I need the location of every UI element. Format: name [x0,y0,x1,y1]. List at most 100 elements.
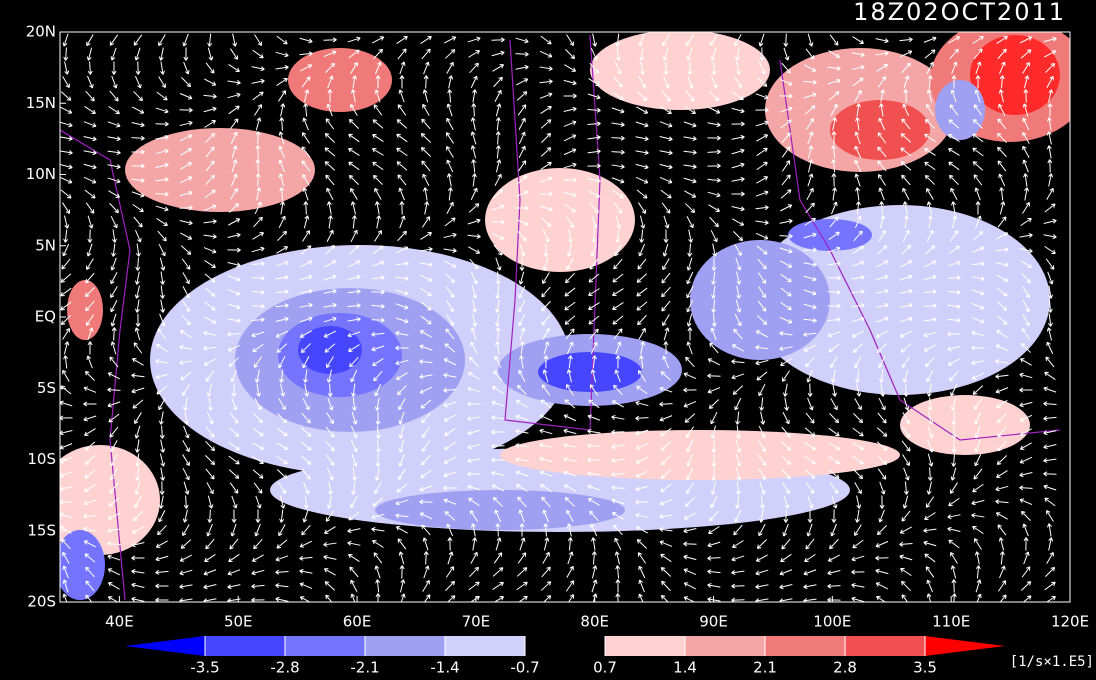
wind-arrow [494,355,502,369]
wind-arrow [421,412,431,424]
wind-arrow [684,413,696,423]
wind-arrow [661,272,671,284]
wind-arrow [851,596,865,602]
wind-arrow [86,47,93,61]
wind-arrow [372,245,384,255]
wind-arrow [399,215,406,229]
wind-arrow [852,427,864,437]
wind-arrow [302,355,310,369]
wind-arrow [635,121,649,128]
wind-arrow [371,317,385,323]
wind-arrow [111,61,117,75]
wind-arrow [299,51,313,57]
wind-arrow [974,187,981,201]
wind-arrow [157,328,167,340]
wind-arrow [590,47,598,61]
wind-arrow [996,301,1008,311]
wind-arrow [972,35,984,45]
wind-arrow [398,439,405,453]
wind-arrow [1019,232,1033,238]
wind-arrow [971,513,985,518]
wind-arrow [975,75,981,89]
wind-arrow [62,76,70,89]
wind-arrow [109,34,119,46]
wind-arrow [758,440,767,452]
wind-arrow [948,148,960,156]
wind-arrow [542,229,550,243]
wind-arrow [779,247,793,254]
wind-arrow [371,148,384,156]
wind-arrow [807,173,814,187]
wind-arrow [542,257,549,271]
wind-arrow [756,77,768,87]
wind-arrow [995,512,1008,520]
wind-arrow [732,91,744,101]
wind-arrow [419,386,433,394]
wind-arrow [829,538,839,550]
wind-arrow [203,569,217,576]
wind-arrow [275,583,289,589]
wind-arrow [350,496,358,509]
x-tick-label: 40E [105,613,134,631]
wind-arrow [467,443,481,450]
wind-arrow [686,216,694,229]
wind-arrow [828,427,840,437]
wind-arrow [1043,234,1057,240]
wind-arrow [62,579,69,593]
wind-arrow [975,579,982,593]
wind-arrow [827,303,841,309]
wind-arrow [276,539,288,549]
colorbar-label: 2.1 [753,659,777,677]
wind-arrow [300,343,311,354]
wind-arrow [661,90,671,102]
wind-arrow [467,484,481,491]
wind-arrow [85,580,95,592]
wind-arrow [1022,131,1030,144]
wind-arrow [563,79,577,86]
wind-arrow [180,232,193,240]
wind-arrow [179,220,193,226]
wind-arrow [1044,581,1056,591]
wind-arrow [277,413,288,424]
wind-arrow [1022,159,1029,173]
wind-arrow [567,537,573,551]
wind-arrow [108,190,121,198]
wind-arrow [443,471,457,478]
wind-arrow [903,383,909,397]
wind-arrow [275,316,289,323]
wind-arrow [420,133,432,143]
wind-arrow [587,471,601,477]
wind-arrow [350,201,356,215]
wind-arrow [611,400,624,408]
wind-arrow [710,285,716,299]
wind-arrow [135,61,141,75]
wind-arrow [1023,537,1029,551]
wind-arrow [347,36,361,43]
wind-arrow [1019,36,1033,44]
wind-arrow [784,397,790,411]
wind-arrow [375,425,381,439]
wind-arrow [735,411,741,425]
wind-arrow [636,91,648,102]
wind-arrow [927,411,934,425]
wind-arrow [227,584,241,590]
wind-arrow [830,398,838,411]
wind-arrow [779,78,793,86]
contour-region [690,240,830,360]
wind-arrow [107,401,121,408]
wind-arrow [131,387,145,394]
y-tick-label: 5N [35,236,56,254]
wind-arrow [952,215,958,229]
wind-arrow [182,384,190,396]
wind-arrow [299,330,312,338]
wind-arrow [280,201,286,215]
wind-arrow [232,33,238,47]
wind-arrow [155,555,169,562]
wind-arrow [83,499,97,506]
wind-arrow [757,258,767,270]
wind-arrow [420,399,432,409]
wind-arrow [419,262,433,268]
wind-arrow [470,75,478,89]
wind-arrow [204,287,216,297]
wind-arrow [301,412,311,424]
